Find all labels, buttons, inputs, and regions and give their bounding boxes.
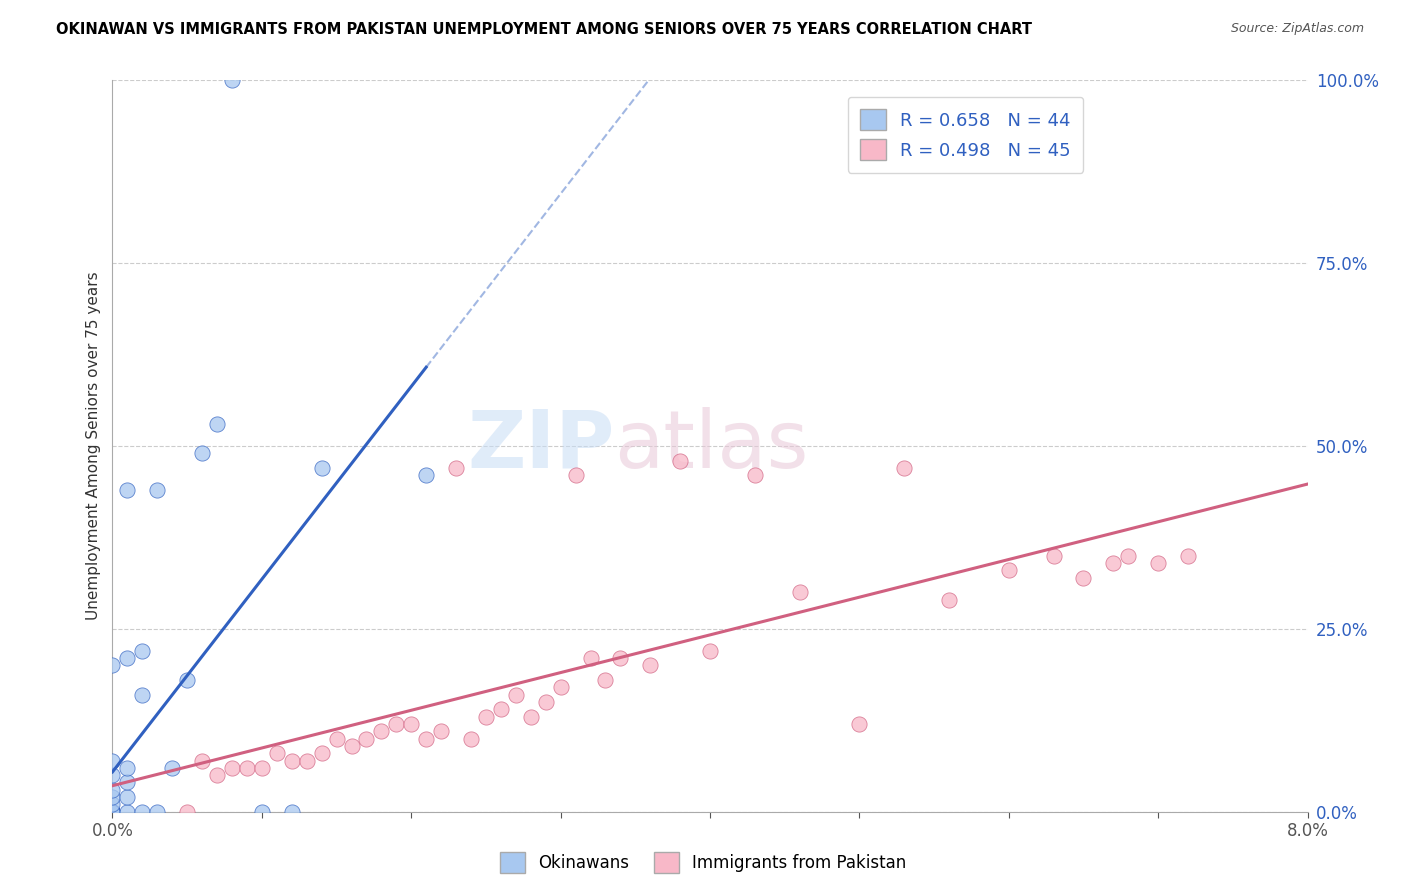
Point [430, 724, 453, 739]
Point [401, 717, 423, 731]
Point [117, 775, 139, 789]
Point [101, 805, 124, 819]
Point [101, 805, 124, 819]
Point [101, 805, 124, 819]
Point [117, 805, 139, 819]
Y-axis label: Unemployment Among Seniors over 75 years: Unemployment Among Seniors over 75 years [86, 272, 101, 620]
Point [101, 782, 124, 797]
Point [340, 739, 363, 753]
Point [101, 805, 124, 819]
Point [550, 681, 572, 695]
Point [101, 805, 124, 819]
Point [117, 483, 139, 497]
Point [131, 688, 153, 702]
Point [101, 754, 124, 768]
Point [311, 746, 333, 760]
Point [489, 702, 512, 716]
Point [236, 761, 259, 775]
Point [117, 651, 139, 665]
Point [744, 468, 766, 483]
Point [370, 724, 392, 739]
Point [221, 761, 243, 775]
Point [281, 754, 304, 768]
Point [356, 731, 378, 746]
Point [266, 746, 288, 760]
Point [101, 805, 124, 819]
Point [848, 717, 870, 731]
Point [101, 805, 124, 819]
Legend: Okinawans, Immigrants from Pakistan: Okinawans, Immigrants from Pakistan [494, 846, 912, 880]
Point [385, 717, 408, 731]
Point [595, 673, 617, 687]
Point [117, 790, 139, 805]
Text: OKINAWAN VS IMMIGRANTS FROM PAKISTAN UNEMPLOYMENT AMONG SENIORS OVER 75 YEARS CO: OKINAWAN VS IMMIGRANTS FROM PAKISTAN UNE… [56, 22, 1032, 37]
Text: ZIP: ZIP [467, 407, 614, 485]
Point [1118, 549, 1140, 563]
Point [176, 673, 198, 687]
Point [640, 658, 662, 673]
Point [460, 731, 482, 746]
Point [205, 768, 228, 782]
Point [893, 461, 915, 475]
Point [221, 73, 243, 87]
Point [1042, 549, 1064, 563]
Point [101, 805, 124, 819]
Point [938, 592, 960, 607]
Point [146, 805, 169, 819]
Point [101, 805, 124, 819]
Text: Source: ZipAtlas.com: Source: ZipAtlas.com [1230, 22, 1364, 36]
Point [146, 483, 169, 497]
Point [101, 805, 124, 819]
Point [281, 805, 304, 819]
Point [534, 695, 557, 709]
Point [101, 805, 124, 819]
Point [415, 468, 437, 483]
Point [564, 468, 586, 483]
Point [191, 754, 214, 768]
Point [250, 805, 273, 819]
Point [1073, 571, 1095, 585]
Point [505, 688, 527, 702]
Point [444, 461, 467, 475]
Point [475, 709, 498, 723]
Point [699, 644, 721, 658]
Point [101, 790, 124, 805]
Point [162, 761, 183, 775]
Point [101, 805, 124, 819]
Point [191, 446, 214, 460]
Point [609, 651, 631, 665]
Point [101, 658, 124, 673]
Point [101, 805, 124, 819]
Point [1177, 549, 1199, 563]
Point [101, 805, 124, 819]
Point [1147, 556, 1170, 570]
Point [101, 805, 124, 819]
Point [101, 805, 124, 819]
Point [998, 563, 1021, 577]
Point [311, 461, 333, 475]
Point [295, 754, 318, 768]
Point [131, 644, 153, 658]
Legend: R = 0.658   N = 44, R = 0.498   N = 45: R = 0.658 N = 44, R = 0.498 N = 45 [848, 96, 1084, 173]
Point [415, 731, 437, 746]
Point [579, 651, 602, 665]
Point [1102, 556, 1125, 570]
Point [250, 761, 273, 775]
Point [101, 805, 124, 819]
Point [176, 805, 198, 819]
Point [789, 585, 811, 599]
Point [101, 797, 124, 812]
Point [325, 731, 347, 746]
Point [131, 805, 153, 819]
Point [520, 709, 543, 723]
Point [205, 417, 228, 431]
Point [669, 453, 692, 467]
Point [117, 761, 139, 775]
Text: atlas: atlas [614, 407, 808, 485]
Point [101, 768, 124, 782]
Point [101, 805, 124, 819]
